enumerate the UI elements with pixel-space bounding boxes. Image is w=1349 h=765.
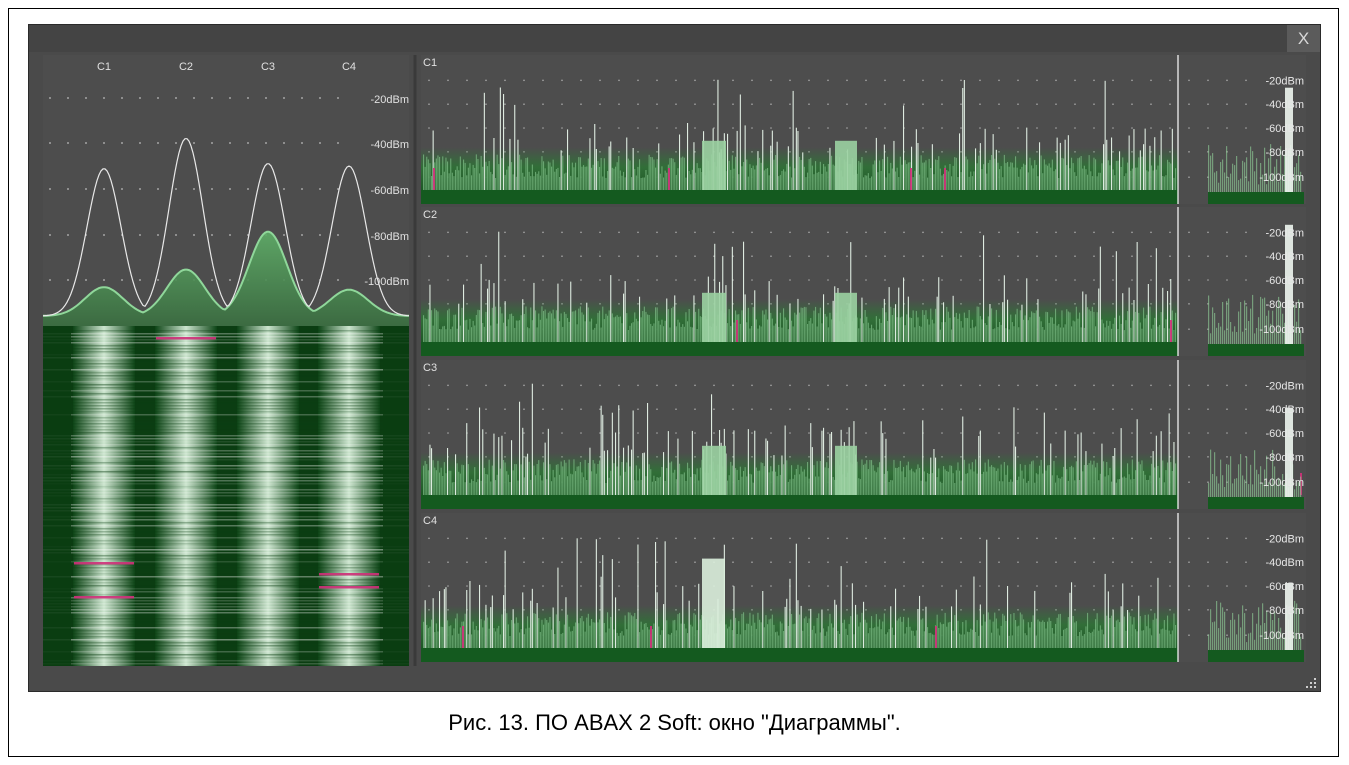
channel-level-label: -80dBm (1265, 299, 1304, 311)
window-titlebar[interactable]: X (29, 25, 1320, 52)
waterfall-display (43, 326, 409, 666)
overview-grid (49, 97, 339, 281)
overview-level-label: -60dBm (370, 185, 409, 197)
overview-signal-edge (43, 230, 409, 317)
channel-level-label: -80dBm (1265, 452, 1304, 464)
overview-spectrum-bg (43, 55, 409, 326)
overview-level-label: -100dBm (364, 276, 409, 288)
channel-level-label: -100dBm (1259, 172, 1304, 184)
overview-level-label: -20dBm (370, 94, 409, 106)
overview-level-label: -40dBm (370, 139, 409, 151)
overview-channel-label: C4 (342, 61, 356, 73)
overview-peak-outline (42, 138, 410, 317)
channel-level-label: -100dBm (1259, 324, 1304, 336)
window-statusbar (29, 667, 1320, 691)
channel-level-label: -80dBm (1265, 605, 1304, 617)
channel-level-label: -40dBm (1265, 251, 1304, 263)
close-button[interactable]: X (1287, 25, 1320, 52)
channel-level-label: -80dBm (1265, 147, 1304, 159)
overview-level-label: -80dBm (370, 231, 409, 243)
channel-label: C4 (423, 515, 437, 527)
channel-label: C2 (423, 209, 437, 221)
overview-signal-fill (43, 231, 409, 326)
channel-level-label: -60dBm (1265, 275, 1304, 287)
overview-channel-label: C3 (261, 61, 275, 73)
channel-level-label: -100dBm (1259, 630, 1304, 642)
channel-level-label: -40dBm (1265, 404, 1304, 416)
channel-level-label: -60dBm (1265, 123, 1304, 135)
channel-level-label: -20dBm (1265, 533, 1304, 545)
channel-panel: C4 -20dBm -40dBm -60dBm -80dBm -100dBm (421, 513, 1306, 662)
channel-level-label: -100dBm (1259, 477, 1304, 489)
channel-panels: C1 -20dBm -40dBm -60dBm -80dBm -100dBm C2 -20dB… (413, 55, 1306, 666)
diagrams-canvas: C1 C2 C3 C4 -20dBm -40dBm -60dBm -80dBm … (42, 55, 1306, 666)
channel-panel: C1 -20dBm -40dBm -60dBm -80dBm -100dBm (421, 55, 1306, 204)
channel-level-label: -40dBm (1265, 557, 1304, 569)
channel-level-label: -20dBm (1265, 227, 1304, 239)
channel-level-label: -60dBm (1265, 581, 1304, 593)
resize-grip-icon[interactable] (1303, 675, 1317, 689)
overview-channel-label: C1 (97, 61, 111, 73)
channel-level-label: -20dBm (1265, 380, 1304, 392)
overview-panel: C1 C2 C3 C4 -20dBm -40dBm -60dBm -80dBm … (42, 55, 410, 666)
channel-level-label: -40dBm (1265, 99, 1304, 111)
channel-panel: C3 -20dBm -40dBm -60dBm -80dBm -100dBm (421, 360, 1306, 509)
figure-caption: Рис. 13. ПО ABAX 2 Soft: окно "Диаграммы… (448, 710, 901, 735)
channel-label: C1 (423, 57, 437, 69)
channel-label: C3 (423, 362, 437, 374)
overview-channel-label: C2 (179, 61, 193, 73)
channel-level-label: -60dBm (1265, 428, 1304, 440)
channel-panel: C2 -20dBm -40dBm -60dBm -80dBm -100dBm (421, 207, 1306, 356)
channel-level-label: -20dBm (1265, 75, 1304, 87)
